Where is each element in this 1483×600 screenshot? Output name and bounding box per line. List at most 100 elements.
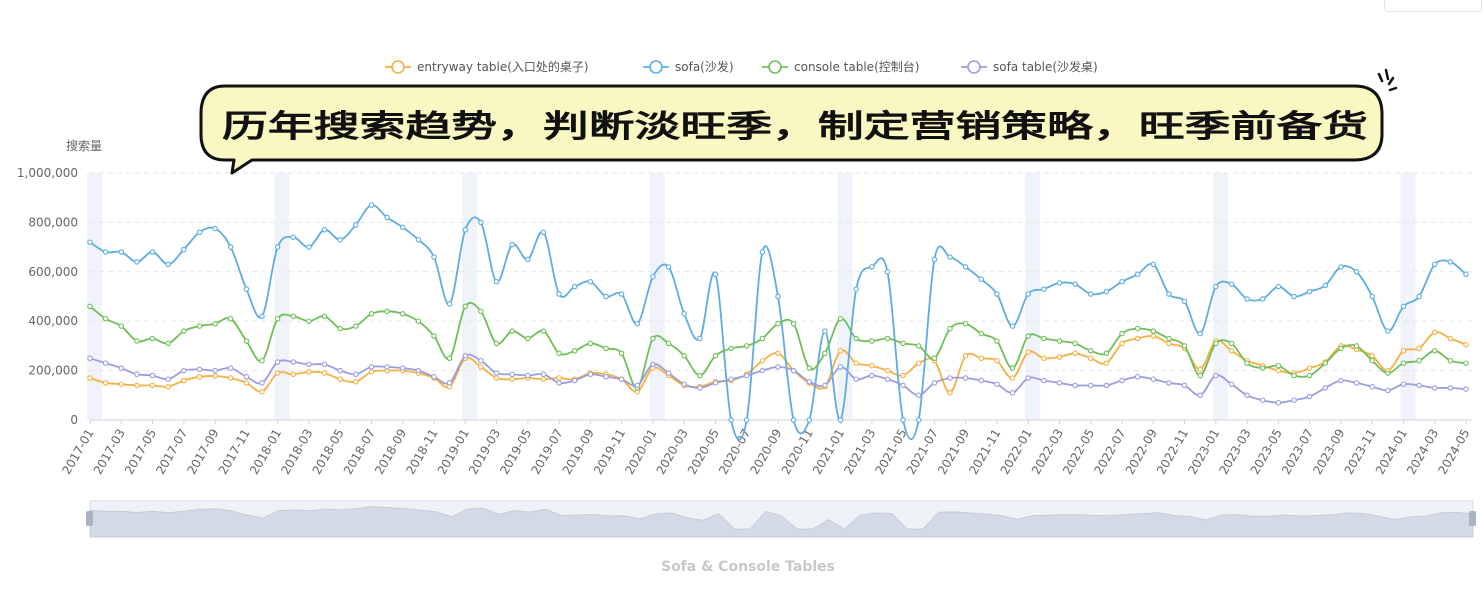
- data-point[interactable]: [1275, 283, 1282, 290]
- data-point[interactable]: [837, 364, 844, 370]
- data-point[interactable]: [681, 381, 687, 387]
- data-point[interactable]: [165, 261, 171, 268]
- data-point[interactable]: [399, 311, 406, 317]
- data-point[interactable]: [962, 353, 969, 359]
- data-point[interactable]: [978, 276, 985, 282]
- data-point[interactable]: [1009, 365, 1016, 371]
- data-point[interactable]: [1087, 348, 1094, 354]
- data-point[interactable]: [947, 375, 953, 381]
- data-point[interactable]: [415, 318, 422, 324]
- data-point[interactable]: [290, 313, 297, 320]
- data-point[interactable]: [478, 357, 484, 364]
- data-point[interactable]: [869, 264, 875, 270]
- data-point[interactable]: [353, 323, 359, 329]
- data-point[interactable]: [165, 383, 171, 390]
- data-point[interactable]: [181, 246, 187, 253]
- data-point[interactable]: [1166, 335, 1172, 342]
- data-point[interactable]: [743, 343, 750, 349]
- data-point[interactable]: [1400, 360, 1407, 366]
- data-point[interactable]: [759, 357, 766, 364]
- data-point[interactable]: [1447, 259, 1454, 265]
- data-point[interactable]: [1447, 385, 1454, 391]
- data-point[interactable]: [1103, 350, 1110, 357]
- data-point[interactable]: [227, 315, 234, 322]
- data-point[interactable]: [478, 364, 484, 370]
- data-point[interactable]: [1463, 360, 1469, 366]
- data-point[interactable]: [321, 370, 328, 376]
- data-point[interactable]: [149, 382, 156, 389]
- data-point[interactable]: [759, 249, 766, 255]
- data-point[interactable]: [384, 308, 390, 315]
- data-point[interactable]: [306, 318, 312, 324]
- data-point[interactable]: [1228, 381, 1235, 387]
- data-point[interactable]: [415, 367, 422, 374]
- data-point[interactable]: [759, 367, 766, 374]
- data-point[interactable]: [1150, 333, 1157, 339]
- data-point[interactable]: [1197, 372, 1203, 379]
- data-point[interactable]: [102, 380, 109, 386]
- data-point[interactable]: [1431, 348, 1438, 354]
- data-point[interactable]: [712, 353, 719, 359]
- data-point[interactable]: [1213, 283, 1219, 290]
- data-point[interactable]: [775, 364, 781, 370]
- data-point[interactable]: [1072, 281, 1078, 287]
- data-point[interactable]: [556, 291, 562, 297]
- data-point[interactable]: [728, 376, 734, 382]
- data-point[interactable]: [556, 375, 562, 381]
- data-point[interactable]: [587, 340, 594, 347]
- data-point[interactable]: [915, 343, 922, 349]
- data-point[interactable]: [1385, 370, 1391, 376]
- data-point[interactable]: [571, 283, 578, 290]
- data-point[interactable]: [634, 320, 641, 327]
- data-point[interactable]: [884, 376, 891, 382]
- data-point[interactable]: [212, 373, 218, 379]
- data-point[interactable]: [337, 325, 343, 332]
- data-point[interactable]: [212, 320, 218, 327]
- data-point[interactable]: [1416, 293, 1422, 300]
- data-point[interactable]: [837, 417, 844, 423]
- data-point[interactable]: [1275, 399, 1282, 406]
- data-point[interactable]: [118, 365, 125, 371]
- data-point[interactable]: [368, 202, 375, 208]
- data-point[interactable]: [525, 335, 531, 342]
- data-point[interactable]: [1275, 367, 1282, 374]
- data-point[interactable]: [837, 315, 844, 322]
- data-point[interactable]: [1166, 291, 1172, 297]
- data-point[interactable]: [1416, 382, 1422, 389]
- data-point[interactable]: [1416, 345, 1422, 352]
- data-point[interactable]: [368, 311, 375, 317]
- data-point[interactable]: [196, 366, 203, 373]
- data-point[interactable]: [1259, 397, 1266, 403]
- data-point[interactable]: [165, 376, 171, 382]
- data-point[interactable]: [1463, 341, 1469, 348]
- data-point[interactable]: [196, 229, 203, 236]
- data-point[interactable]: [306, 244, 312, 250]
- data-point[interactable]: [353, 378, 359, 385]
- data-point[interactable]: [837, 348, 844, 354]
- data-point[interactable]: [243, 380, 250, 386]
- data-point[interactable]: [462, 227, 469, 233]
- data-point[interactable]: [1056, 354, 1063, 360]
- data-point[interactable]: [978, 330, 985, 337]
- data-point[interactable]: [571, 348, 578, 354]
- data-point[interactable]: [697, 372, 703, 379]
- data-point[interactable]: [1306, 393, 1313, 400]
- data-point[interactable]: [493, 370, 500, 376]
- data-point[interactable]: [1228, 348, 1235, 354]
- data-point[interactable]: [306, 369, 312, 375]
- data-point[interactable]: [634, 382, 641, 389]
- data-point[interactable]: [509, 328, 515, 334]
- data-point[interactable]: [1134, 374, 1141, 380]
- data-point[interactable]: [1353, 269, 1360, 275]
- data-point[interactable]: [1385, 387, 1391, 394]
- data-point[interactable]: [1338, 377, 1344, 384]
- data-point[interactable]: [931, 256, 938, 263]
- data-point[interactable]: [1134, 325, 1141, 332]
- data-point[interactable]: [1166, 380, 1172, 386]
- data-point[interactable]: [1338, 345, 1344, 352]
- data-point[interactable]: [1072, 350, 1078, 357]
- data-point[interactable]: [806, 417, 813, 423]
- data-point[interactable]: [1025, 375, 1031, 381]
- data-point[interactable]: [900, 417, 906, 423]
- data-point[interactable]: [712, 380, 719, 386]
